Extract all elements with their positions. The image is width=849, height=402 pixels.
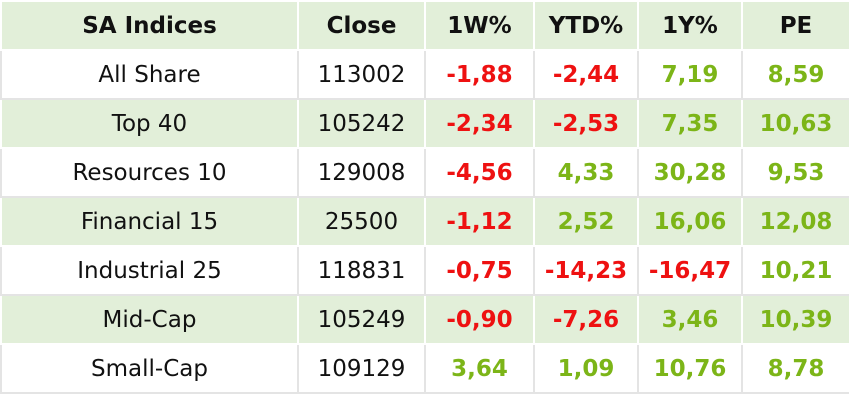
metric-cell: -0,75 [424, 245, 535, 296]
metric-cell: -4,56 [424, 147, 535, 198]
table-row: All Share 113002 -1,88 -2,44 7,19 8,59 [0, 49, 849, 100]
metric-cell: 8,78 [741, 343, 849, 394]
metric-cell: 16,06 [637, 196, 743, 247]
table-row: Mid-Cap 105249 -0,90 -7,26 3,46 10,39 [0, 294, 849, 345]
index-name: Financial 15 [0, 196, 299, 247]
close-cell: 118831 [297, 245, 426, 296]
metric-cell: 4,33 [533, 147, 639, 198]
metric-cell: 7,19 [637, 49, 743, 100]
metric-cell: -16,47 [637, 245, 743, 296]
index-name: Small-Cap [0, 343, 299, 394]
header-row: SA Indices Close 1W% YTD% 1Y% PE [0, 0, 849, 51]
metric-cell: 10,63 [741, 98, 849, 149]
close-cell: 25500 [297, 196, 426, 247]
metric-cell: -1,88 [424, 49, 535, 100]
metric-cell: 10,76 [637, 343, 743, 394]
metric-cell: 8,59 [741, 49, 849, 100]
metric-cell: 3,46 [637, 294, 743, 345]
metric-cell: 1,09 [533, 343, 639, 394]
close-cell: 113002 [297, 49, 426, 100]
metric-cell: -0,90 [424, 294, 535, 345]
table-row: Top 40 105242 -2,34 -2,53 7,35 10,63 [0, 98, 849, 149]
close-cell: 109129 [297, 343, 426, 394]
close-cell: 129008 [297, 147, 426, 198]
metric-cell: -2,53 [533, 98, 639, 149]
header-cell: 1W% [424, 0, 535, 51]
table-row: Resources 10 129008 -4,56 4,33 30,28 9,53 [0, 147, 849, 198]
metric-cell: 3,64 [424, 343, 535, 394]
header-cell: 1Y% [637, 0, 743, 51]
table-row: Financial 15 25500 -1,12 2,52 16,06 12,08 [0, 196, 849, 247]
header-cell: SA Indices [0, 0, 299, 51]
table-body: All Share 113002 -1,88 -2,44 7,19 8,59 Top 40 1… [0, 49, 849, 394]
metric-cell: 9,53 [741, 147, 849, 198]
metric-cell: -1,12 [424, 196, 535, 247]
metric-cell: 12,08 [741, 196, 849, 247]
metric-cell: 10,21 [741, 245, 849, 296]
header-cell: YTD% [533, 0, 639, 51]
metric-cell: 30,28 [637, 147, 743, 198]
close-cell: 105242 [297, 98, 426, 149]
table-row: Small-Cap 109129 3,64 1,09 10,76 8,78 [0, 343, 849, 394]
header-cell: Close [297, 0, 426, 51]
metric-cell: 10,39 [741, 294, 849, 345]
table-header: SA Indices Close 1W% YTD% 1Y% PE [0, 0, 849, 51]
metric-cell: 2,52 [533, 196, 639, 247]
index-name: All Share [0, 49, 299, 100]
index-name: Resources 10 [0, 147, 299, 198]
index-name: Mid-Cap [0, 294, 299, 345]
metric-cell: -2,44 [533, 49, 639, 100]
table-row: Industrial 25 118831 -0,75 -14,23 -16,47 10,2… [0, 245, 849, 296]
close-cell: 105249 [297, 294, 426, 345]
metric-cell: -14,23 [533, 245, 639, 296]
metric-cell: -2,34 [424, 98, 535, 149]
metric-cell: 7,35 [637, 98, 743, 149]
index-name: Top 40 [0, 98, 299, 149]
header-cell: PE [741, 0, 849, 51]
metric-cell: -7,26 [533, 294, 639, 345]
index-name: Industrial 25 [0, 245, 299, 296]
